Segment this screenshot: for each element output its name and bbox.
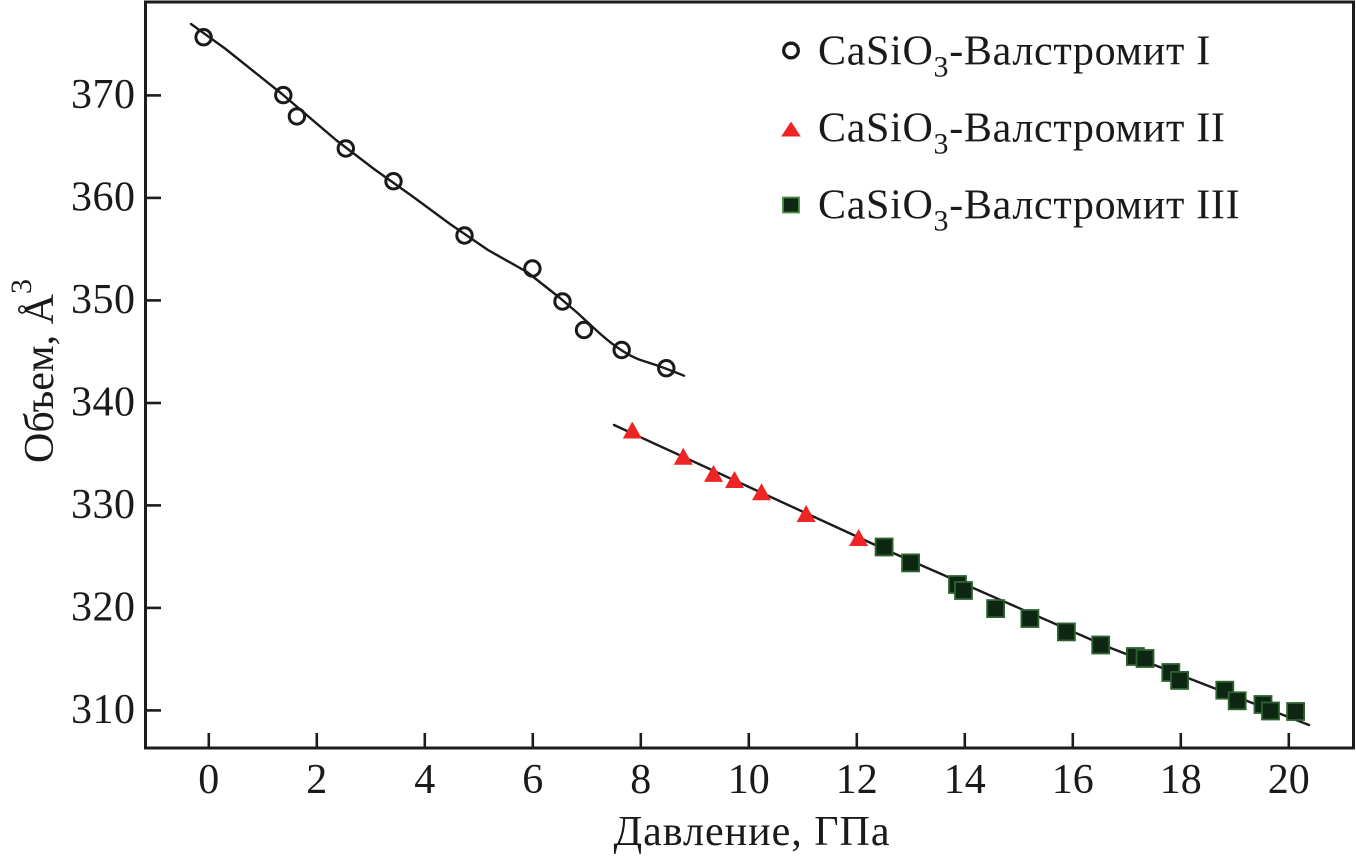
svg-text:Объем, Å3: Объем, Å3 [5, 279, 63, 463]
svg-text:310: 310 [71, 687, 136, 733]
svg-text:340: 340 [71, 380, 136, 426]
svg-text:6: 6 [522, 757, 543, 803]
svg-text:CaSiO3-Валстромит II: CaSiO3-Валстромит II [818, 106, 1226, 161]
svg-text:8: 8 [630, 757, 651, 803]
svg-text:320: 320 [71, 584, 136, 630]
svg-text:4: 4 [414, 757, 435, 803]
svg-text:20: 20 [1268, 757, 1310, 803]
svg-text:350: 350 [71, 277, 136, 323]
svg-text:0: 0 [198, 757, 219, 803]
svg-text:370: 370 [71, 72, 136, 118]
svg-text:10: 10 [728, 757, 770, 803]
svg-text:12: 12 [836, 757, 878, 803]
svg-text:Давление, ГПа: Давление, ГПа [613, 809, 890, 855]
svg-text:2: 2 [306, 757, 327, 803]
svg-text:CaSiO3-Валстромит I: CaSiO3-Валстромит I [818, 29, 1211, 84]
svg-text:18: 18 [1160, 757, 1202, 803]
svg-text:CaSiO3-Валстромит III: CaSiO3-Валстромит III [818, 183, 1240, 238]
svg-text:360: 360 [71, 174, 136, 220]
svg-text:14: 14 [944, 757, 986, 803]
svg-text:330: 330 [71, 482, 136, 528]
svg-text:16: 16 [1052, 757, 1094, 803]
